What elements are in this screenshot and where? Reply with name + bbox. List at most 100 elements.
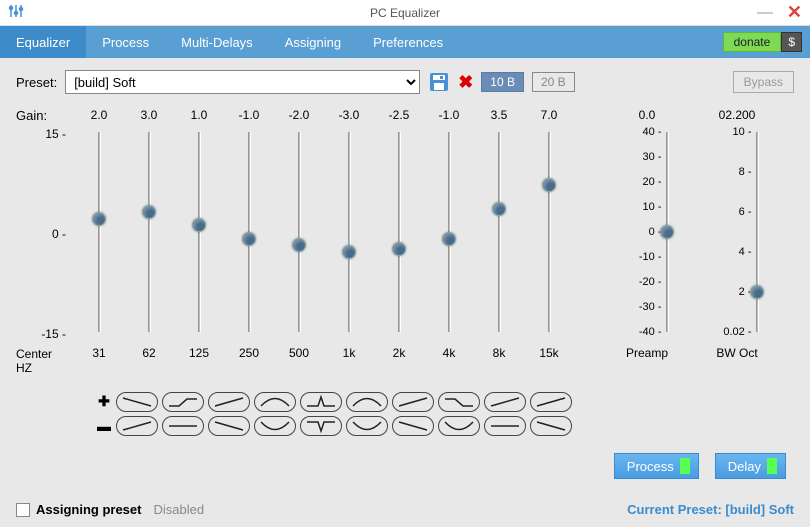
plus-shape-6-up-slope[interactable] (392, 392, 434, 412)
bwoct-tick: 6 - (739, 206, 752, 218)
band-4k: -1.04k (424, 108, 474, 376)
minus-shape-7-dip[interactable] (438, 416, 480, 436)
band-knob[interactable] (242, 232, 256, 246)
bottom-buttons: Process Delay (614, 453, 786, 479)
band-500: -2.0500 (274, 108, 324, 376)
close-button[interactable]: ✕ (787, 2, 802, 23)
band-freq-label: 1k (343, 346, 356, 360)
band-slider[interactable] (298, 132, 301, 332)
donate-button[interactable]: donate (723, 32, 782, 52)
bwoct-tick: 0.02 - (723, 326, 751, 338)
band-10-button[interactable]: 10 B (481, 72, 524, 92)
menu-multi-delays[interactable]: Multi-Delays (165, 26, 269, 58)
band-gain-value: -2.5 (389, 108, 410, 124)
preamp-tick: 30 - (643, 151, 662, 163)
band-knob[interactable] (142, 205, 156, 219)
process-button[interactable]: Process (614, 453, 699, 479)
plus-shape-3-peak[interactable] (254, 392, 296, 412)
band-15k: 7.0 15k (524, 108, 574, 376)
minimize-button[interactable]: — (757, 4, 773, 25)
menu-equalizer[interactable]: Equalizer (0, 26, 86, 58)
plus-shape-8-up-slope[interactable] (484, 392, 526, 412)
band-knob[interactable] (442, 232, 456, 246)
save-icon[interactable] (428, 71, 450, 93)
assigning-label: Assigning preset (36, 502, 141, 517)
preamp-slider[interactable] (666, 132, 669, 332)
band-knob[interactable] (192, 218, 206, 232)
delay-button[interactable]: Delay (715, 453, 786, 479)
current-preset-label: Current Preset: [build] Soft (627, 502, 794, 517)
minus-shape-2-down-slope[interactable] (208, 416, 250, 436)
band-slider[interactable] (248, 132, 251, 332)
preamp-label: Preamp (626, 346, 668, 360)
minus-shape-4-notch-down[interactable] (300, 416, 342, 436)
preamp-knob[interactable] (660, 225, 674, 239)
delete-icon[interactable]: ✖ (458, 72, 473, 93)
minus-shape-0-up-slope[interactable] (116, 416, 158, 436)
menu-assigning[interactable]: Assigning (269, 26, 357, 58)
shape-row-plus: ✚ (96, 392, 794, 412)
menu-process[interactable]: Process (86, 26, 165, 58)
preamp-tick: -40 - (639, 326, 662, 338)
band-slider[interactable] (398, 132, 401, 332)
band-20-button[interactable]: 20 B (532, 72, 575, 92)
band-gain-value: 7.0 (541, 108, 558, 124)
plus-shape-5-peak[interactable] (346, 392, 388, 412)
axis-tick-min: -15 - (41, 327, 66, 341)
plus-shape-9-up-slope[interactable] (530, 392, 572, 412)
band-knob[interactable] (342, 245, 356, 259)
plus-icon: ✚ (96, 393, 112, 410)
plus-shape-4-notch-up[interactable] (300, 392, 342, 412)
plus-shape-0-down-slope[interactable] (116, 392, 158, 412)
shape-rows: ✚ ▬ (96, 392, 794, 436)
bwoct-label: BW Oct (716, 346, 757, 360)
bwoct-tick: 10 - (733, 126, 752, 138)
band-slider[interactable] (498, 132, 501, 332)
band-gain-value: -2.0 (289, 108, 310, 124)
minus-shape-8-flat-high[interactable] (484, 416, 526, 436)
band-slider[interactable] (348, 132, 351, 332)
bwoct-slider[interactable] (756, 132, 759, 332)
gain-label: Gain: (16, 108, 74, 123)
donate-group: donate $ (723, 26, 802, 58)
band-freq-label: 31 (92, 346, 105, 360)
minus-shape-5-dip[interactable] (346, 416, 388, 436)
minus-shape-9-down-slope[interactable] (530, 416, 572, 436)
minus-shape-3-dip[interactable] (254, 416, 296, 436)
band-gain-value: -1.0 (439, 108, 460, 124)
band-sliders: 2.0313.0621.0125-1.0250-2.0500-3.01k-2.5… (74, 108, 574, 376)
band-freq-label: 15k (539, 346, 558, 360)
band-slider[interactable] (148, 132, 151, 332)
bwoct-tick: 8 - (739, 166, 752, 178)
band-knob[interactable] (392, 242, 406, 256)
band-knob[interactable] (292, 238, 306, 252)
minus-shape-1-flat-high[interactable] (162, 416, 204, 436)
preset-select[interactable]: [build] Soft (65, 70, 420, 94)
band-freq-label: 250 (239, 346, 259, 360)
band-knob[interactable] (492, 202, 506, 216)
band-knob[interactable] (92, 212, 106, 226)
process-button-label: Process (627, 459, 674, 474)
center-hz-label: CenterHZ (16, 347, 74, 376)
preamp-tick: -30 - (639, 301, 662, 313)
minus-shape-6-down-slope[interactable] (392, 416, 434, 436)
plus-shape-7-high-shelf[interactable] (438, 392, 480, 412)
assigning-checkbox[interactable] (16, 503, 30, 517)
band-slider[interactable] (448, 132, 451, 332)
band-knob[interactable] (542, 178, 556, 192)
band-slider[interactable] (548, 132, 551, 332)
menu-preferences[interactable]: Preferences (357, 26, 459, 58)
band-gain-value: 3.5 (491, 108, 508, 124)
band-gain-value: -1.0 (239, 108, 260, 124)
plus-shape-1-low-shelf[interactable] (162, 392, 204, 412)
axis-tick-mid: 0 - (52, 227, 66, 241)
donate-currency[interactable]: $ (781, 32, 802, 52)
bwoct-value: 02.200 (719, 108, 756, 124)
bwoct-knob[interactable] (750, 285, 764, 299)
band-slider[interactable] (198, 132, 201, 332)
bypass-button[interactable]: Bypass (733, 71, 794, 93)
band-2k: -2.52k (374, 108, 424, 376)
plus-shape-2-up-slope[interactable] (208, 392, 250, 412)
band-slider[interactable] (98, 132, 101, 332)
menubar: Equalizer Process Multi-Delays Assigning… (0, 26, 810, 58)
